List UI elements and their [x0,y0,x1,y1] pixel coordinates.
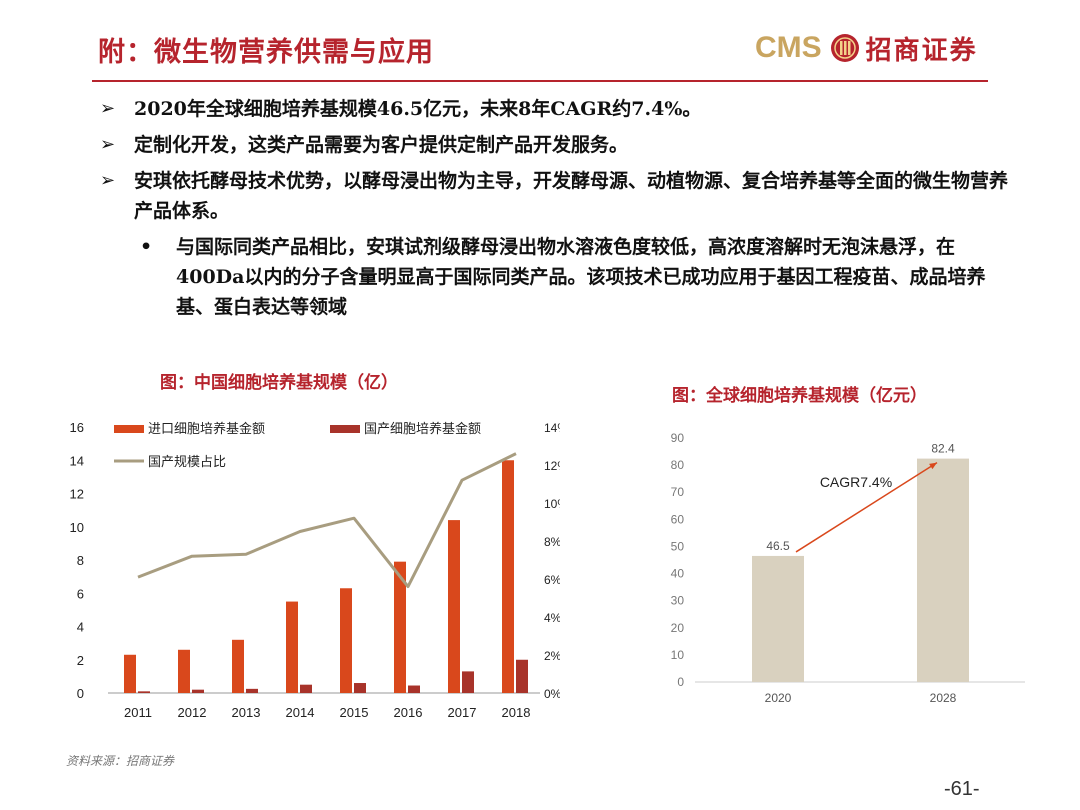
x-tick-label: 2020 [765,691,792,705]
global-chart-title: 图：全球细胞培养基规模（亿元） [672,386,927,406]
x-tick-label: 2015 [340,705,369,720]
y-tick-right: 10% [544,497,560,511]
china-cell-culture-chart: 0 2 4 6 8 10 12 14 16 0% 2% 4% 6% 8% 10% 12% 14% 2011 2012… [70,420,560,720]
bar-import [178,649,190,693]
value-label: 82.4 [931,442,955,456]
y-tick-right: 14% [544,421,560,435]
y-tick: 10 [671,648,685,662]
y-tick-left: 10 [70,520,84,535]
y-tick-left: 16 [70,420,84,435]
bar-domestic [246,688,258,693]
legend-swatch-domestic [330,425,360,433]
y-tick-left: 6 [77,586,84,601]
x-tick-label: 2028 [930,691,957,705]
legend-label-share: 国产规模占比 [148,454,226,469]
y-tick-right: 4% [544,611,560,625]
bar-import [232,639,244,693]
bullet-arrow-icon: ➢ [100,170,116,191]
bar-domestic [516,659,528,693]
page-title: 附：微生物营养供需与应用 [98,37,434,68]
legend-label-domestic: 国产细胞培养基金额 [364,421,481,436]
sub-bullet-dot: • [140,236,153,258]
y-tick-right: 2% [544,649,560,663]
bar-domestic [408,685,420,693]
y-tick-left: 14 [70,453,84,468]
bar-domestic [300,684,312,693]
bullet-text: 定制化开发，这类产品需要为客户提供定制产品开发服务。 [134,134,629,156]
cagr-arrow-head [929,462,937,470]
y-tick: 70 [671,485,685,499]
company-logo: CMS 招商证券 [755,28,978,68]
global-cell-culture-chart: 0 10 20 30 40 50 60 70 80 90 46.5 2020 82.4 2028 CAGR7… [671,431,1025,705]
bar-import [502,460,514,693]
bar-domestic [462,671,474,693]
bullet-item: ➢ 2020年全球细胞培养基规模46.5亿元，未来8年CAGR约7.4%。 [100,94,1010,124]
logo-cn: 招商证券 [865,35,978,66]
bullet-text: 安琪依托酵母技术优势，以酵母浸出物为主导，开发酵母源、动植物源、复合培养基等全面… [134,170,1009,222]
bar-import [340,588,352,693]
value-label: 46.5 [766,539,790,553]
x-tick-label: 2012 [178,705,207,720]
bar-import [448,520,460,693]
logo-text: CMS [755,31,822,64]
page-number: -61- [944,778,980,800]
y-tick: 40 [671,567,685,581]
y-tick: 30 [671,594,685,608]
source-note: 资料来源：招商证券 [66,754,175,768]
y-tick: 50 [671,539,685,553]
y-tick: 60 [671,512,685,526]
sub-bullet-text: 与国际同类产品相比，安琪试剂级酵母浸出物水溶液色度较低，高浓度溶解时无泡沫悬浮，… [176,236,986,318]
y-tick-left: 12 [70,487,84,502]
y-tick-right: 8% [544,535,560,549]
bar-import [286,601,298,693]
y-tick-left: 4 [77,620,84,635]
china-chart-title: 图：中国细胞培养基规模（亿） [160,373,398,393]
title-divider [92,80,988,82]
y-tick: 20 [671,621,685,635]
line-domestic-share [137,452,517,589]
bar-domestic [138,691,150,693]
y-tick-right: 12% [544,459,560,473]
y-tick-left: 2 [77,653,84,668]
y-tick: 80 [671,458,685,472]
x-tick-label: 2011 [124,705,152,720]
bullet-text: 2020年全球细胞培养基规模46.5亿元，未来8年CAGR约7.4%。 [134,98,702,120]
x-tick-label: 2017 [448,705,477,720]
y-tick-left: 8 [77,553,84,568]
bullet-arrow-icon: ➢ [100,98,116,119]
bullet-item: ➢ 定制化开发，这类产品需要为客户提供定制产品开发服务。 [100,130,1010,160]
x-tick-label: 2016 [394,705,423,720]
y-tick: 90 [671,431,685,445]
legend-swatch-import [114,425,144,433]
bar-global [917,458,969,682]
bullet-arrow-icon: ➢ [100,134,116,155]
logo-emblem-icon [830,34,859,62]
x-tick-label: 2014 [286,705,315,720]
y-tick-right: 6% [544,573,560,587]
cagr-arrow-line [795,461,938,553]
bar-global [752,555,804,682]
bullet-item: ➢ 安琪依托酵母技术优势，以酵母浸出物为主导，开发酵母源、动植物源、复合培养基等… [100,166,1010,226]
bar-import [124,654,136,693]
bar-import [394,561,406,693]
x-tick-label: 2013 [232,705,261,720]
y-tick: 0 [677,675,684,689]
x-tick-label: 2018 [502,705,531,720]
legend-label-import: 进口细胞培养基金额 [148,421,265,436]
cagr-annotation: CAGR7.4% [820,474,892,490]
sub-bullet-item: • 与国际同类产品相比，安琪试剂级酵母浸出物水溶液色度较低，高浓度溶解时无泡沫悬… [140,232,1010,322]
bar-domestic [192,689,204,693]
bar-domestic [354,683,366,693]
y-tick-left: 0 [77,686,84,701]
bullet-list: ➢ 2020年全球细胞培养基规模46.5亿元，未来8年CAGR约7.4%。 ➢ … [100,94,1010,322]
y-tick-right: 0% [544,687,560,701]
